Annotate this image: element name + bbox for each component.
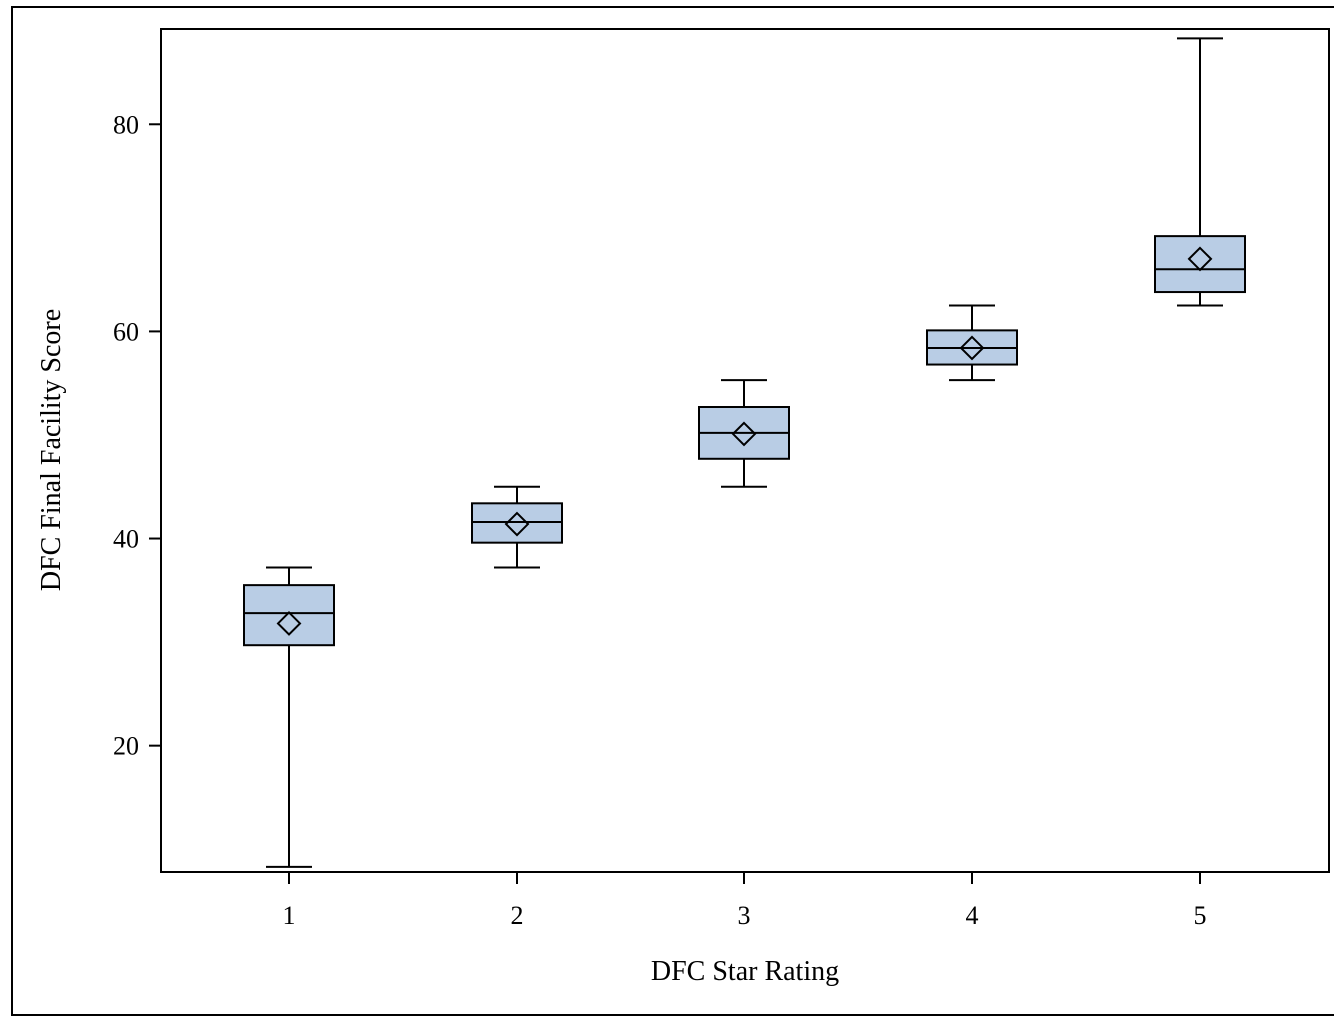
box-5 [1154,37,1246,307]
x-tick-label: 1 [283,901,296,930]
y-tick-label: 20 [113,732,139,761]
box-series [243,37,1246,868]
y-tick-label: 80 [113,110,139,139]
x-axis-title: DFC Star Rating [651,956,839,987]
mean-marker [276,611,302,636]
y-tick-label: 40 [113,525,139,554]
x-tick-label: 2 [511,901,524,930]
x-tick-label: 3 [738,901,751,930]
x-axis: 1 2 3 4 5 [283,872,1207,930]
y-tick-label: 60 [113,317,139,346]
mean-marker [1187,246,1213,272]
figure-frame [11,6,1334,1016]
y-axis-title: DFC Final Facility Score [36,309,67,591]
interquartile-box [243,584,335,647]
x-tick-label: 5 [1194,901,1207,930]
y-axis: 20 40 60 80 [113,110,161,761]
box-2 [471,485,563,569]
box-3 [698,379,790,488]
box-4 [926,304,1018,382]
x-tick-label: 4 [966,901,979,930]
box-1 [243,566,335,868]
mean-marker [959,335,985,361]
interquartile-box [1154,235,1246,294]
mean-marker [731,421,757,447]
interquartile-box [471,502,563,544]
mean-marker [504,511,530,537]
